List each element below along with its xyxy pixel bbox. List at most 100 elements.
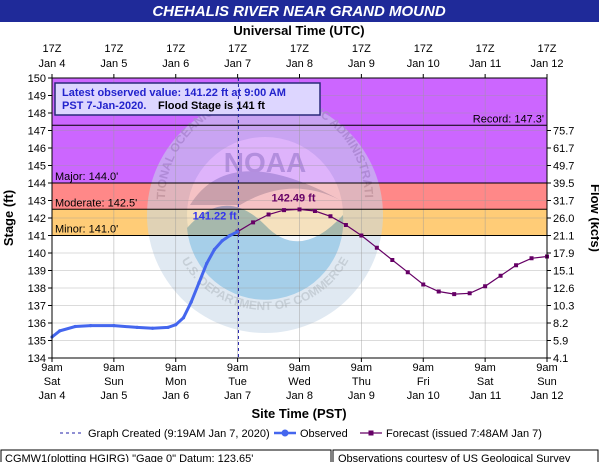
bottom-axis-label: Site Time (PST) — [251, 406, 346, 421]
left-tick-label-5: 139 — [28, 266, 46, 278]
bottom-tick-label-3-4: Jan 8 — [286, 390, 313, 402]
left-axis-ticks: 134 135 136 137 138 139 140 141 142 143 144 145 146 1… — [28, 73, 52, 365]
top-tick-label-2-4: Jan 8 — [286, 58, 313, 70]
bottom-tick-label-2-4: Wed — [288, 376, 310, 388]
observed-point-7 — [166, 325, 170, 329]
bottom-tick-label-3-0: Jan 4 — [39, 390, 66, 402]
left-tick-label-11: 145 — [28, 161, 46, 173]
crest-value-label: 142.49 ft — [271, 192, 315, 204]
forecast-point-19 — [529, 256, 534, 261]
forecast-point-2 — [266, 212, 271, 217]
top-tick-label-1-5: 17Z — [352, 43, 371, 55]
legend-forecast-marker — [368, 430, 374, 436]
left-tick-label-3: 137 — [28, 301, 46, 313]
right-tick-label-13: 75.7 — [553, 126, 574, 138]
forecast-point-9 — [374, 245, 379, 250]
right-tick-label-11: 49.7 — [553, 161, 574, 173]
observed-point-4 — [112, 324, 116, 328]
top-tick-label-1-7: 17Z — [476, 43, 495, 55]
left-tick-label-9: 143 — [28, 196, 46, 208]
left-tick-label-4: 138 — [28, 283, 46, 295]
top-tick-label-1-4: 17Z — [290, 43, 309, 55]
info-line-2a: PST 7-Jan-2020. — [62, 100, 146, 112]
bottom-tick-label-1-6: 9am — [413, 362, 434, 374]
data-series — [50, 207, 549, 339]
observed-point-8 — [174, 323, 178, 327]
bottom-tick-label-2-2: Mon — [165, 376, 186, 388]
left-tick-label-8: 142 — [28, 213, 46, 225]
right-tick-label-0: 4.1 — [553, 353, 568, 365]
bottom-tick-label-2-1: Sun — [104, 376, 124, 388]
right-axis-label: Flow (kcfs) — [588, 184, 599, 252]
noaa-seal-bird — [190, 171, 340, 205]
bottom-tick-label-3-8: Jan 12 — [530, 390, 563, 402]
bottom-tick-label-2-6: Fri — [417, 376, 430, 388]
top-tick-label-2-5: Jan 9 — [348, 58, 375, 70]
right-tick-label-2: 8.2 — [553, 318, 568, 330]
noaa-watermark-text: NOAA — [224, 147, 306, 178]
bottom-tick-label-1-3: 9am — [227, 362, 248, 374]
forecast-point-4 — [297, 207, 302, 212]
legend-observed-marker — [281, 429, 289, 437]
top-axis-label: Universal Time (UTC) — [233, 23, 364, 38]
threshold-label-3: Minor: 141.0' — [55, 224, 118, 236]
top-tick-label-2-7: Jan 11 — [469, 58, 501, 70]
top-tick-label-1-2: 17Z — [166, 43, 185, 55]
threshold-label-2: Moderate: 142.5' — [55, 197, 137, 209]
legend-observed-label: Observed — [300, 428, 348, 440]
bottom-tick-label-3-1: Jan 5 — [100, 390, 127, 402]
bottom-tick-label-1-4: 9am — [289, 362, 310, 374]
legend-forecast-label: Forecast (issued 7:48AM Jan 7) — [386, 428, 542, 440]
observed-point-2 — [73, 324, 77, 329]
observed-point-14 — [220, 239, 224, 243]
bottom-tick-label-2-3: Tue — [228, 376, 247, 388]
top-tick-label-1-1: 17Z — [104, 43, 123, 55]
info-box: Latest observed value: 141.22 ft at 9:00… — [54, 82, 321, 116]
left-tick-label-14: 148 — [28, 108, 46, 120]
top-tick-label-2-2: Jan 6 — [162, 58, 189, 70]
left-tick-label-1: 135 — [28, 336, 46, 348]
forecast-point-11 — [405, 270, 410, 275]
top-tick-label-2-6: Jan 10 — [407, 58, 440, 70]
top-tick-label-1-6: 17Z — [414, 43, 433, 55]
threshold-label-1: Major: 144.0' — [55, 171, 118, 183]
bottom-tick-label-2-5: Thu — [352, 376, 371, 388]
observed-point-12 — [205, 261, 209, 266]
legend-created-label: Graph Created (9:19AM Jan 7, 2020) — [88, 428, 270, 440]
bottom-tick-label-3-5: Jan 9 — [348, 390, 375, 402]
bottom-axis-ticks: 9am Sat Jan 4 9am Sun Jan 5 9am Mon Jan 6 9am Tue J… — [39, 358, 564, 402]
left-tick-label-2: 136 — [28, 318, 46, 330]
forecast-point-6 — [328, 214, 333, 219]
forecast-point-8 — [359, 233, 364, 238]
forecast-point-14 — [452, 292, 457, 297]
left-axis-label: Stage (ft) — [1, 190, 16, 246]
bottom-tick-label-2-8: Sun — [537, 376, 557, 388]
top-tick-label-2-0: Jan 4 — [39, 58, 66, 70]
bottom-tick-label-3-7: Jan 11 — [469, 390, 501, 402]
info-line-1: Latest observed value: 141.22 ft at 9:00… — [62, 87, 286, 99]
observed-point-13 — [212, 247, 217, 252]
observed-point-10 — [189, 300, 193, 304]
forecast-point-10 — [390, 258, 395, 262]
top-tick-label-1-8: 17Z — [538, 43, 557, 55]
top-tick-label-2-8: Jan 12 — [530, 58, 563, 70]
left-tick-label-13: 147 — [28, 126, 46, 138]
forecast-point-18 — [514, 263, 519, 268]
flood-thresholds: Record: 147.3' Major: 144.0' Moderate: 142… — [52, 113, 547, 236]
forecast-point-17 — [498, 273, 503, 278]
top-tick-label-1-0: 17Z — [43, 43, 62, 55]
observed-point-15 — [228, 233, 232, 238]
forecast-point-15 — [467, 291, 472, 296]
forecast-point-5 — [312, 209, 317, 213]
bottom-tick-label-2-7: Sat — [477, 376, 494, 388]
observed-point-16 — [236, 230, 240, 234]
left-tick-label-6: 140 — [28, 248, 46, 260]
bottom-tick-label-1-0: 9am — [41, 362, 62, 374]
right-tick-label-8: 26.0 — [553, 213, 574, 225]
left-tick-label-15: 149 — [28, 91, 46, 103]
title-bar — [0, 0, 599, 22]
chart-title: CHEHALIS RIVER NEAR GRAND MOUND — [152, 3, 446, 20]
top-axis-ticks: 17Z Jan 4 17Z Jan 5 17Z Jan 6 17Z Jan 7 17Z Jan 8… — [39, 43, 564, 78]
left-tick-label-10: 144 — [28, 178, 46, 190]
